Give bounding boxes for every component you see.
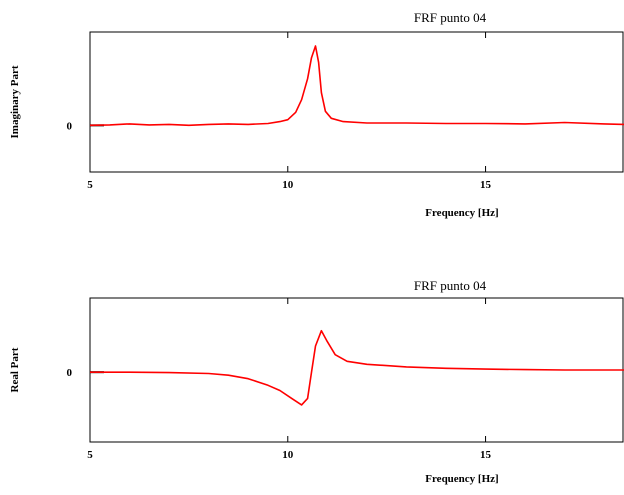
x-tick-label: 15 [480, 449, 492, 461]
x-tick-label: 15 [480, 179, 492, 191]
y-axis-label: Imaginary Part [9, 65, 21, 138]
x-axis-label: Frequency [Hz] [425, 207, 498, 219]
y-tick-label: 0 [67, 367, 73, 379]
chart-title: FRF punto 04 [414, 278, 487, 293]
plot-frame [89, 31, 624, 173]
x-tick-label: 5 [87, 179, 93, 191]
series-line [90, 329, 624, 406]
y-axis-label: Real Part [9, 347, 21, 392]
x-tick-label: 10 [282, 449, 294, 461]
x-tick-label: 5 [87, 449, 93, 461]
series-line [89, 45, 624, 127]
y-tick-label: 0 [67, 120, 73, 132]
x-tick-label: 10 [282, 179, 294, 191]
chart-title: FRF punto 04 [414, 10, 487, 25]
x-axis-label: Frequency [Hz] [425, 473, 498, 485]
